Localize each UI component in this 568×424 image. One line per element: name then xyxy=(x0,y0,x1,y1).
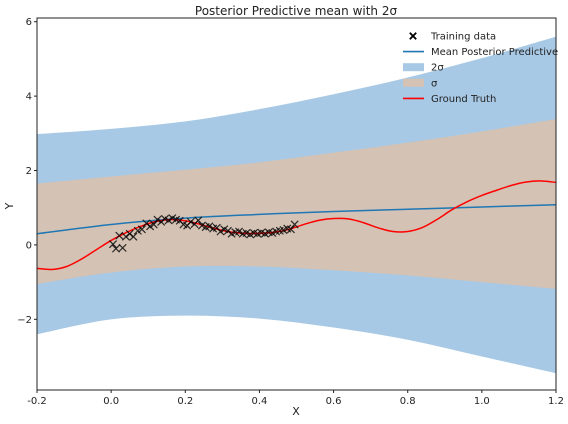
y-tick-label: 6 xyxy=(26,17,32,28)
y-tick-label: 4 xyxy=(26,92,32,103)
chart-title: Posterior Predictive mean with 2σ xyxy=(195,4,398,18)
legend-item-sigma: σ xyxy=(403,78,438,89)
legend-item-training-data: Training data xyxy=(409,32,496,43)
legend-patch-swatch xyxy=(403,78,424,87)
x-tick-label: 1.2 xyxy=(548,396,564,407)
x-tick-label: 0.6 xyxy=(326,396,342,407)
y-tick-label: 0 xyxy=(26,240,32,251)
x-axis-label: X xyxy=(292,405,300,418)
legend: Training data Mean Posterior Predictive 2σ… xyxy=(403,32,558,105)
x-axis-ticks: -0.2 0.0 0.2 0.4 0.6 0.8 1.0 1.2 xyxy=(27,390,564,407)
data-point xyxy=(216,227,225,236)
legend-marker-x xyxy=(409,32,417,40)
data-point xyxy=(164,216,173,225)
data-point xyxy=(115,231,124,240)
legend-label: Ground Truth xyxy=(431,94,496,105)
data-point xyxy=(186,217,195,226)
y-tick-label: −2 xyxy=(17,315,32,326)
data-point xyxy=(129,232,138,241)
legend-label: Training data xyxy=(430,32,496,43)
data-point xyxy=(108,240,118,249)
markers-layer xyxy=(108,214,299,253)
legend-patch-swatch xyxy=(403,63,424,72)
data-point xyxy=(111,244,120,253)
data-point xyxy=(118,243,127,252)
band-sigma xyxy=(37,119,556,289)
data-point xyxy=(286,225,295,234)
x-tick-label: 0.4 xyxy=(251,396,267,407)
x-tick-label: 0.0 xyxy=(103,396,119,407)
x-tick-label: 0.2 xyxy=(177,396,193,407)
data-point xyxy=(290,220,299,229)
data-point xyxy=(149,220,158,229)
data-point xyxy=(153,215,162,224)
data-point xyxy=(137,225,146,234)
bands-layer xyxy=(37,36,556,374)
y-axis-label: Y xyxy=(3,202,16,210)
legend-item-2sigma: 2σ xyxy=(403,63,444,74)
y-tick-label: 2 xyxy=(26,166,32,177)
data-point xyxy=(205,222,214,231)
legend-label: 2σ xyxy=(431,63,444,74)
x-tick-label: -0.2 xyxy=(27,396,47,407)
data-point xyxy=(194,216,203,225)
legend-item-mean-posterior-predictive: Mean Posterior Predictive xyxy=(403,47,558,58)
plot-frame xyxy=(36,17,557,391)
x-tick-label: 1.0 xyxy=(474,396,490,407)
legend-label: σ xyxy=(431,78,438,89)
line-mean-posterior-predictive xyxy=(37,203,556,235)
y-axis-ticks: −2 0 2 4 6 xyxy=(17,17,37,326)
legend-item-ground-truth: Ground Truth xyxy=(403,94,496,105)
x-tick-label: 0.8 xyxy=(400,396,416,407)
data-point xyxy=(235,227,244,236)
legend-label: Mean Posterior Predictive xyxy=(431,47,558,58)
